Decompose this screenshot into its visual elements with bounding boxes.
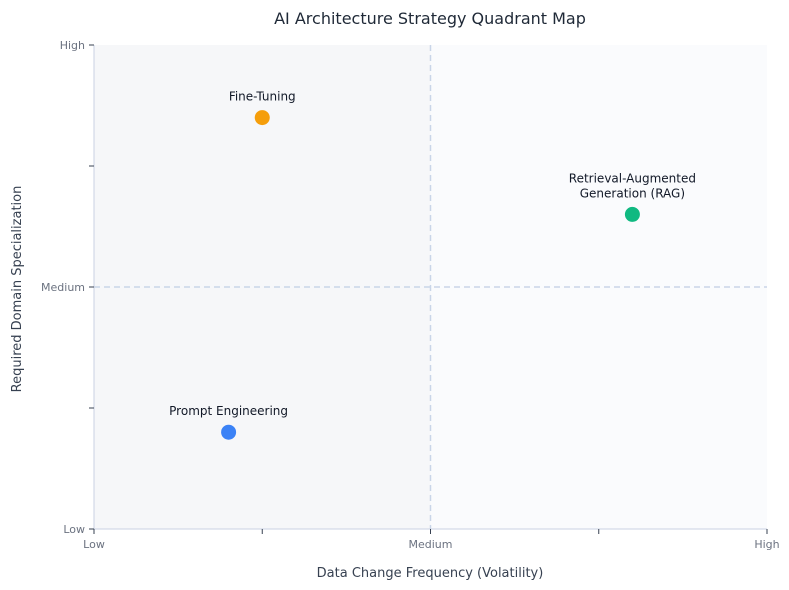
data-point xyxy=(624,206,640,222)
data-point-label: Fine-Tuning xyxy=(229,90,296,104)
quadrant-top-left xyxy=(94,45,431,287)
quadrant-bottom-left xyxy=(94,287,431,529)
chart-title: AI Architecture Strategy Quadrant Map xyxy=(274,9,586,28)
data-point xyxy=(254,110,270,126)
quadrant-bottom-right xyxy=(430,287,767,529)
y-tick-label: Medium xyxy=(41,281,85,294)
y-axis-title: Required Domain Specialization xyxy=(10,186,25,393)
x-tick-label: Low xyxy=(83,538,105,551)
x-tick-label: High xyxy=(754,538,779,551)
data-point-label: Prompt Engineering xyxy=(169,404,288,418)
x-axis-title: Data Change Frequency (Volatility) xyxy=(317,566,544,581)
y-tick-label: Low xyxy=(63,523,85,536)
data-point-label: Retrieval-Augmented xyxy=(569,171,696,185)
x-tick-label: Medium xyxy=(409,538,453,551)
data-point xyxy=(221,424,237,440)
data-point-label: Generation (RAG) xyxy=(580,186,685,200)
y-tick-label: High xyxy=(60,39,85,52)
quadrant-top-right xyxy=(430,45,767,287)
plot-area: Low Medium High Low Medium High Prompt Enginee… xyxy=(41,39,780,551)
